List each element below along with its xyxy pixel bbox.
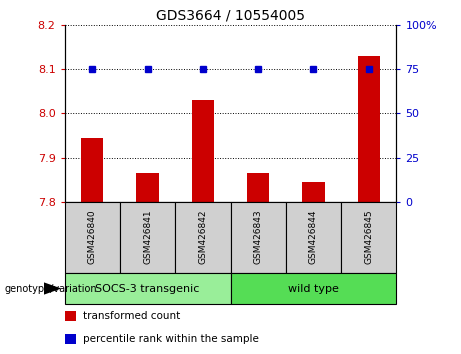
Bar <box>65 311 76 321</box>
Bar <box>247 173 269 202</box>
Text: GSM426845: GSM426845 <box>364 210 373 264</box>
Bar <box>341 202 396 273</box>
Polygon shape <box>44 282 61 295</box>
Bar <box>302 182 325 202</box>
Text: wild type: wild type <box>288 284 339 293</box>
Bar <box>192 100 214 202</box>
Bar <box>286 202 341 273</box>
Text: percentile rank within the sample: percentile rank within the sample <box>83 334 259 344</box>
Text: GSM426843: GSM426843 <box>254 210 263 264</box>
Bar <box>358 56 380 202</box>
Bar <box>230 202 286 273</box>
Text: GSM426840: GSM426840 <box>88 210 97 264</box>
Bar <box>65 273 230 304</box>
Text: GSM426844: GSM426844 <box>309 210 318 264</box>
Bar <box>230 273 396 304</box>
Title: GDS3664 / 10554005: GDS3664 / 10554005 <box>156 8 305 22</box>
Text: SOCS-3 transgenic: SOCS-3 transgenic <box>95 284 200 293</box>
Bar <box>65 202 120 273</box>
Text: GSM426841: GSM426841 <box>143 210 152 264</box>
Bar <box>136 173 159 202</box>
Text: GSM426842: GSM426842 <box>198 210 207 264</box>
Bar <box>175 202 230 273</box>
Bar <box>81 138 103 202</box>
Bar <box>65 334 76 344</box>
Text: transformed count: transformed count <box>83 311 180 321</box>
Text: genotype/variation: genotype/variation <box>5 284 97 293</box>
Bar <box>120 202 175 273</box>
